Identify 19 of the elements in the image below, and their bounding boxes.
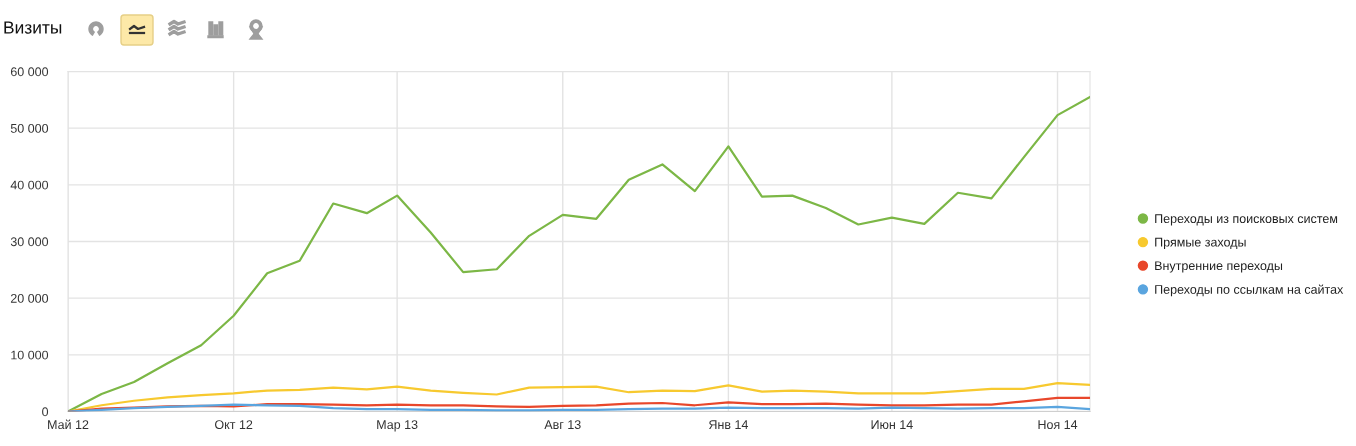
- legend-label: Переходы из поисковых систем: [1155, 214, 1338, 226]
- y-tick-label: 10 000: [11, 350, 49, 360]
- legend-label: Переходы по ссылкам на сайтах: [1155, 284, 1344, 297]
- y-tick-label: 0: [42, 407, 49, 417]
- x-tick-label: Май 12: [48, 419, 89, 430]
- x-tick-label: Июн 14: [871, 420, 913, 430]
- y-tick-label: 50 000: [10, 123, 49, 133]
- y-tick-label: 20 000: [10, 293, 49, 303]
- legend-label: Прямые заходы: [1155, 237, 1246, 250]
- chart-title: Визиты: [4, 21, 62, 34]
- x-tick-label: Окт 12: [215, 420, 253, 430]
- x-tick-label: Ноя 14: [1038, 420, 1078, 430]
- x-tick-label: Мар 13: [377, 420, 418, 432]
- x-tick-label: Авг 13: [544, 420, 581, 430]
- legend-label: Внутренние переходы: [1155, 261, 1283, 273]
- y-tick-label: 60 000: [10, 67, 49, 77]
- y-tick-label: 40 000: [10, 180, 49, 190]
- x-tick-label: Янв 14: [709, 420, 749, 429]
- y-tick-label: 30 000: [10, 237, 49, 247]
